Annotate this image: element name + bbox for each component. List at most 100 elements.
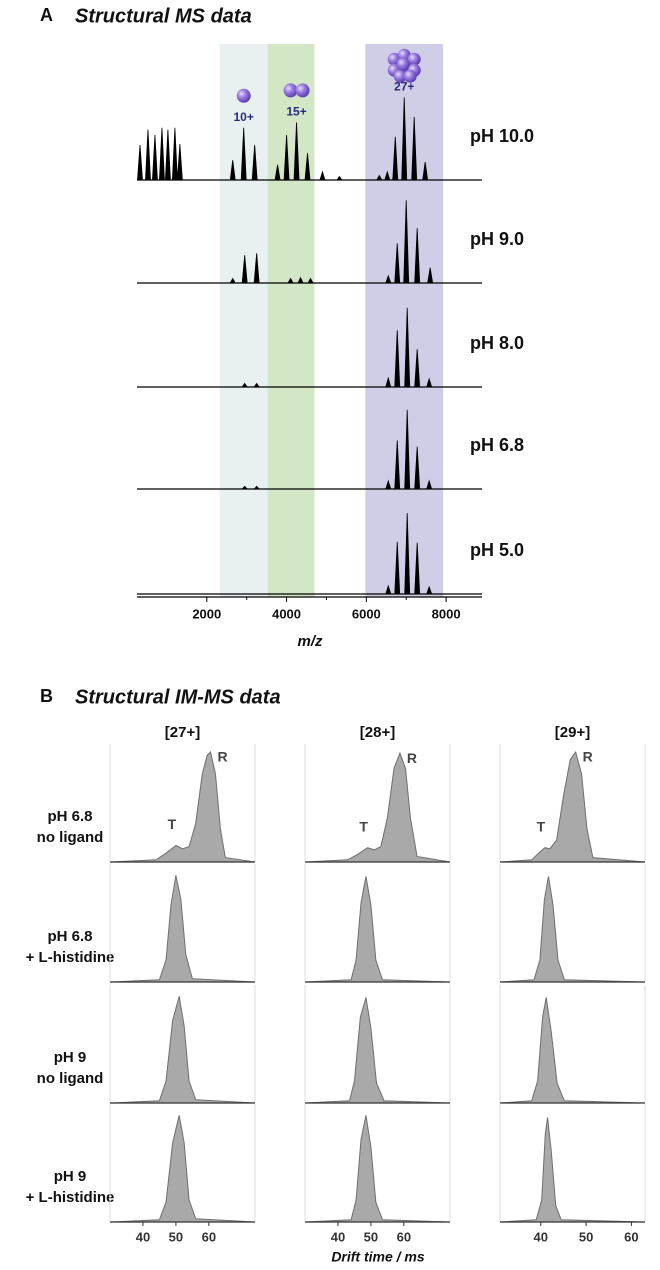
x-tick-label: 50: [579, 1229, 593, 1244]
row-label: pH 6.8: [47, 928, 92, 945]
peak: [240, 127, 247, 181]
peak: [293, 122, 300, 181]
drift-peak: [499, 876, 646, 983]
peak: [241, 485, 249, 490]
subunit-icon: [407, 52, 421, 66]
band-label: 27+: [394, 79, 414, 93]
peak: [426, 479, 433, 490]
series-label: pH 8.0: [470, 333, 524, 353]
drift-peak: [109, 996, 256, 1104]
peak: [253, 382, 260, 388]
peak: [283, 134, 290, 181]
peak: [404, 409, 411, 490]
peak: [304, 152, 311, 181]
peak: [274, 164, 281, 181]
x-tick-label: 40: [534, 1229, 548, 1244]
peak: [376, 174, 383, 181]
peak: [401, 97, 408, 181]
subunit-icon: [393, 69, 407, 83]
peak: [394, 330, 401, 388]
peak: [307, 277, 314, 284]
peak-label: R: [407, 750, 417, 766]
drift-peak: [304, 751, 451, 863]
x-tick-label: 50: [169, 1229, 183, 1244]
peak: [145, 129, 151, 181]
peak-label: T: [537, 818, 546, 834]
band-label: 10+: [234, 110, 254, 124]
subunit-icon: [403, 69, 417, 83]
peak: [404, 307, 411, 388]
drift-peak: [109, 875, 256, 983]
peak: [253, 253, 260, 284]
peak-label: R: [217, 749, 227, 765]
peak: [394, 243, 401, 284]
x-tick-label: 40: [136, 1229, 150, 1244]
peak: [392, 136, 399, 181]
row-label: pH 9: [54, 1168, 87, 1185]
peak: [176, 143, 183, 181]
peak: [137, 144, 143, 181]
column-title: [29+]: [555, 724, 590, 741]
peak: [385, 376, 392, 388]
drift-peak: [109, 751, 256, 863]
peak: [241, 382, 248, 388]
drift-peak: [499, 997, 646, 1104]
peak-label: R: [583, 749, 593, 765]
panel-title: Structural IM-MS data: [75, 686, 281, 708]
shaded-band: [267, 44, 315, 597]
peak: [422, 161, 429, 181]
row-label: no ligand: [37, 1070, 104, 1087]
row-label: + L-histidine: [26, 1189, 115, 1206]
peak: [385, 274, 392, 284]
row-label: no ligand: [37, 829, 104, 846]
row-label: pH 9: [54, 1049, 87, 1066]
drift-peak: [499, 750, 646, 863]
peak: [414, 349, 421, 388]
peak: [414, 228, 421, 284]
peak: [404, 512, 411, 595]
x-axis-label: m/z: [297, 633, 323, 650]
peak-label: T: [359, 818, 368, 834]
shaded-band: [219, 44, 268, 597]
panel-label: B: [40, 686, 53, 706]
x-tick-label: 50: [364, 1229, 378, 1244]
peak-label: T: [168, 816, 177, 832]
x-tick-label: 40: [331, 1229, 345, 1244]
peak: [159, 127, 165, 181]
x-tick-label: 8000: [432, 606, 461, 621]
x-tick-label: 60: [624, 1229, 638, 1244]
peak: [414, 446, 421, 490]
peak: [394, 440, 401, 490]
peak: [336, 175, 343, 181]
peak: [394, 541, 401, 595]
x-tick-label: 4000: [272, 606, 301, 621]
series-label: pH 6.8: [470, 435, 524, 455]
peak: [152, 134, 158, 181]
series-label: pH 10.0: [470, 126, 534, 146]
x-tick-label: 60: [397, 1229, 411, 1244]
peak: [171, 127, 178, 181]
row-label: pH 6.8: [47, 808, 92, 825]
subunit-icon: [236, 88, 251, 103]
peak: [229, 160, 236, 181]
column-title: [27+]: [165, 724, 200, 741]
peak: [403, 200, 410, 284]
peak: [414, 542, 421, 595]
peak: [411, 116, 418, 181]
peak: [297, 276, 304, 284]
column-title: [28+]: [360, 724, 395, 741]
peak: [426, 585, 433, 595]
peak: [427, 267, 434, 284]
peak: [253, 485, 261, 490]
drift-peak: [304, 997, 451, 1104]
panel-label: A: [40, 5, 53, 25]
drift-peak: [499, 1117, 646, 1223]
x-tick-label: 60: [202, 1229, 216, 1244]
subunit-icon: [283, 83, 298, 98]
drift-peak: [304, 1115, 451, 1223]
peak: [384, 170, 391, 181]
x-tick-label: 2000: [192, 606, 221, 621]
drift-peak: [304, 876, 451, 983]
peak: [251, 144, 258, 181]
